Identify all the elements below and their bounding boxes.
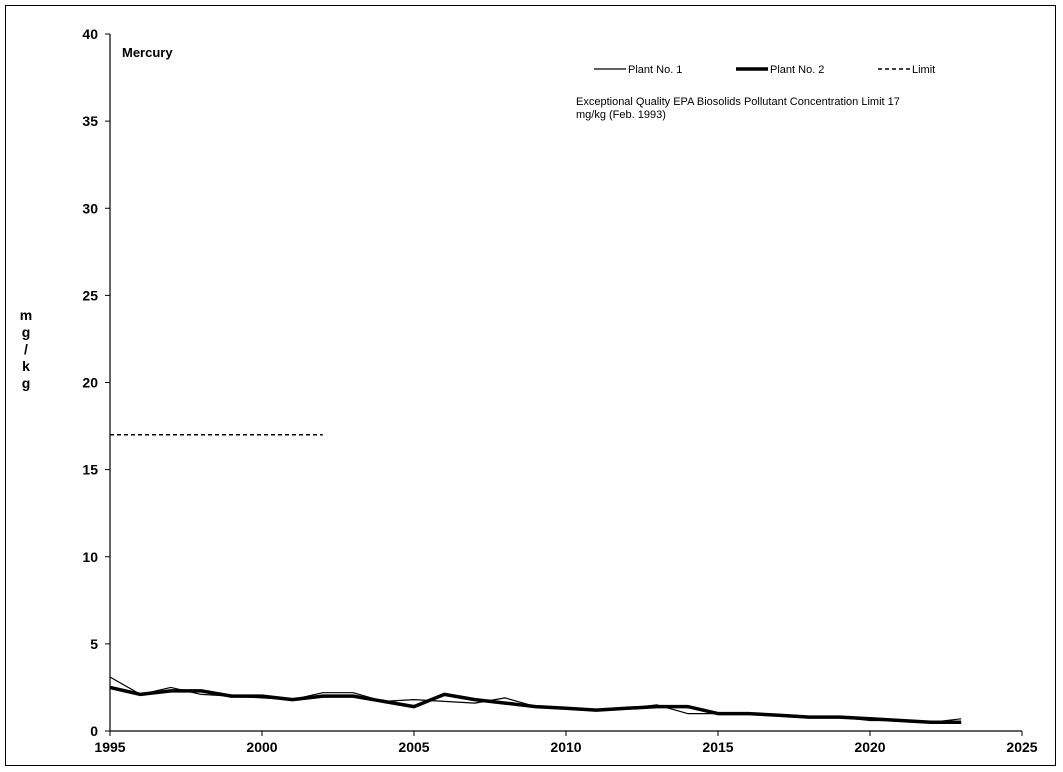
y-tick-label: 5	[90, 636, 98, 652]
x-tick-label: 1995	[94, 739, 125, 755]
y-tick-label: 25	[82, 287, 98, 303]
legend-label: Limit	[912, 64, 935, 76]
y-tick-label: 40	[82, 26, 98, 42]
legend: Plant No. 1 Plant No. 2 Limit	[594, 64, 935, 76]
x-tick-label: 2015	[702, 739, 733, 755]
y-tick-label: 20	[82, 375, 98, 391]
x-tick-label: 2025	[1006, 739, 1037, 755]
y-tick-label: 30	[82, 200, 98, 216]
limit-note: Exceptional Quality EPA Biosolids Pollut…	[576, 96, 900, 121]
x-tick-label: 2010	[550, 739, 581, 755]
chart-title: Mercury	[122, 45, 173, 60]
y-axis-label-char: k	[22, 358, 30, 374]
y-axis-label: mg/kg	[20, 307, 32, 391]
y-axis-label-char: g	[22, 324, 31, 340]
limit-note-line: Exceptional Quality EPA Biosolids Pollut…	[576, 96, 900, 108]
x-tick-label: 2005	[398, 739, 429, 755]
legend-label: Plant No. 1	[628, 64, 682, 76]
y-tick-label: 10	[82, 549, 98, 565]
y-tick-label: 15	[82, 462, 98, 478]
y-tick-label: 0	[90, 723, 98, 739]
limit-note-line: mg/kg (Feb. 1993)	[576, 109, 666, 121]
y-axis-label-char: /	[24, 341, 28, 357]
legend-label: Plant No. 2	[770, 64, 824, 76]
y-axis-label-char: m	[20, 307, 32, 323]
y-axis-label-char: g	[22, 375, 31, 391]
x-tick-label: 2020	[854, 739, 885, 755]
series-line-plant-no-2	[109, 685, 962, 725]
y-tick-label: 35	[82, 113, 98, 129]
x-tick-label: 2000	[246, 739, 277, 755]
chart-frame	[5, 5, 1056, 766]
